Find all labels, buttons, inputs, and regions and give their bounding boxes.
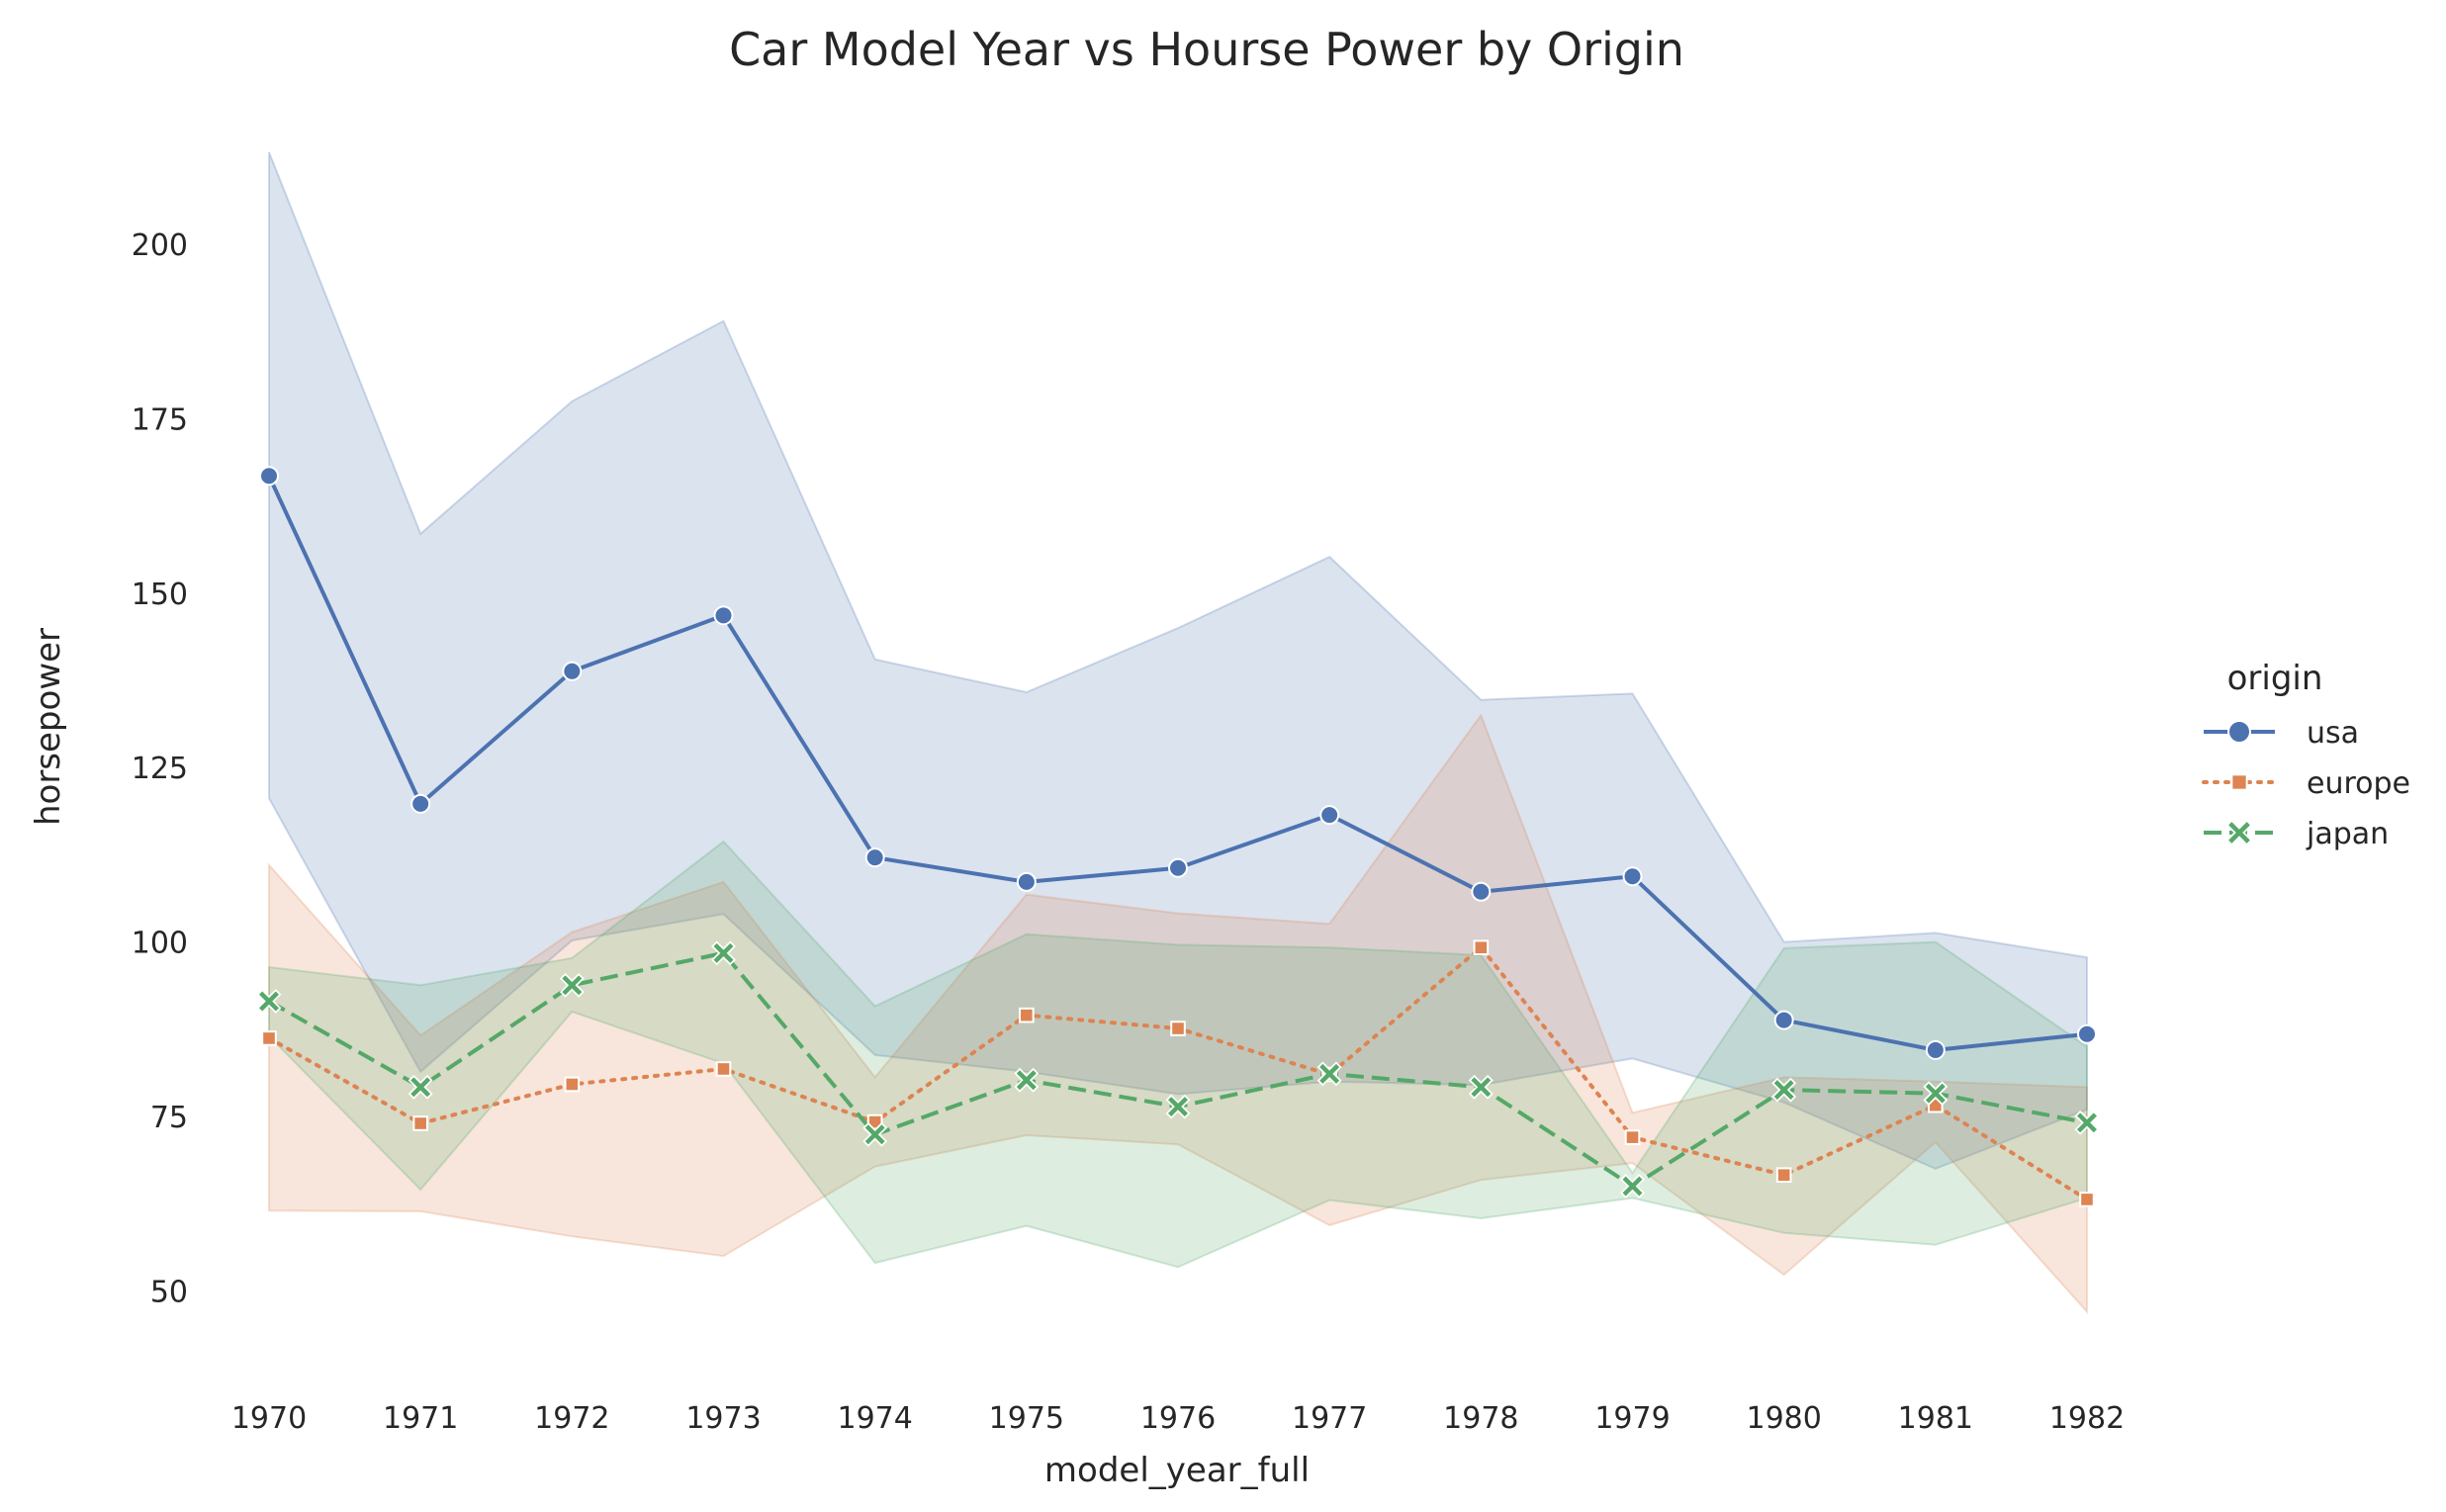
point-europe-1982: [2079, 1192, 2095, 1207]
point-europe-1976: [1170, 1021, 1186, 1036]
legend-items: usa europe japan: [2202, 716, 2410, 851]
point-usa-1971: [410, 793, 431, 814]
legend-marker: [2227, 720, 2251, 744]
point-japan-1980: [1771, 1077, 1797, 1103]
point-europe-1975: [1019, 1007, 1035, 1023]
point-japan-1975: [1014, 1067, 1040, 1093]
legend-item-usa: usa: [2204, 716, 2359, 751]
point-japan-1976: [1165, 1094, 1191, 1119]
point-japan-1970: [256, 989, 282, 1014]
point-usa-1972: [562, 661, 583, 681]
band-usa: [268, 151, 2088, 1170]
x-tick-label: 1972: [534, 1401, 609, 1436]
legend-label: japan: [2306, 817, 2389, 851]
band-europe: [268, 713, 2088, 1315]
x-tick-label: 1980: [1746, 1401, 1821, 1436]
series-markers: [256, 466, 2100, 1207]
point-japan-1972: [559, 972, 585, 998]
point-usa-1982: [2077, 1023, 2097, 1044]
point-usa-1979: [1622, 866, 1643, 887]
point-japan-1974: [862, 1121, 888, 1147]
y-tick-label: 150: [132, 578, 188, 612]
legend: origin usa europe japan: [2202, 659, 2410, 851]
y-tick-label: 125: [132, 752, 188, 786]
y-axis-ticks: 50 75 100 125 150 175 200: [132, 228, 188, 1309]
legend-label: usa: [2307, 716, 2359, 751]
y-tick-label: 175: [132, 402, 188, 437]
x-tick-label: 1974: [837, 1401, 912, 1436]
legend-label: europe: [2307, 766, 2410, 801]
point-europe-1970: [261, 1030, 277, 1046]
point-europe-1979: [1624, 1129, 1641, 1145]
point-usa-1975: [1016, 871, 1037, 892]
chart-title: Car Model Year vs Hourse Power by Origin: [729, 23, 1684, 76]
legend-item-europe: europe: [2202, 766, 2410, 801]
x-axis-label: model_year_full: [1044, 1451, 1310, 1490]
x-tick-label: 1978: [1443, 1401, 1518, 1436]
point-europe-1980: [1775, 1167, 1792, 1184]
y-tick-label: 50: [150, 1275, 188, 1309]
point-japan-1982: [2074, 1110, 2100, 1135]
x-axis-ticks: 1970 1971 1972 1973 1974 1975 1976 1977 1978 1979…: [231, 1401, 2125, 1436]
x-tick-label: 1973: [685, 1401, 761, 1436]
confidence-bands: [268, 151, 2088, 1315]
point-japan-1981: [1923, 1081, 1948, 1107]
legend-marker: [2230, 773, 2248, 791]
legend-title: origin: [2227, 659, 2323, 698]
x-tick-label: 1982: [2049, 1401, 2125, 1436]
point-usa-1981: [1925, 1039, 1946, 1060]
point-europe-1973: [715, 1061, 732, 1077]
point-japan-1977: [1316, 1061, 1342, 1087]
point-japan-1978: [1468, 1074, 1494, 1100]
point-usa-1980: [1773, 1010, 1794, 1030]
y-tick-label: 75: [150, 1101, 188, 1135]
point-japan-1971: [408, 1074, 433, 1100]
y-tick-label: 100: [132, 927, 188, 961]
point-usa-1977: [1319, 805, 1340, 826]
point-usa-1970: [259, 466, 279, 487]
point-japan-1973: [711, 940, 736, 966]
x-tick-label: 1977: [1292, 1401, 1367, 1436]
point-usa-1976: [1168, 857, 1188, 878]
point-europe-1972: [564, 1076, 581, 1093]
point-usa-1978: [1471, 881, 1492, 902]
legend-marker: [2225, 819, 2253, 846]
x-tick-label: 1975: [989, 1401, 1064, 1436]
x-tick-label: 1979: [1594, 1401, 1670, 1436]
y-tick-label: 200: [132, 228, 188, 263]
x-tick-label: 1976: [1140, 1401, 1216, 1436]
point-europe-1971: [412, 1115, 428, 1131]
point-europe-1978: [1473, 939, 1490, 956]
y-axis-label: horsepower: [29, 628, 68, 826]
point-japan-1979: [1620, 1174, 1645, 1199]
point-europe-1974: [866, 1113, 883, 1130]
point-usa-1974: [864, 847, 885, 868]
x-tick-label: 1981: [1898, 1401, 1973, 1436]
x-tick-label: 1970: [231, 1401, 307, 1436]
legend-item-japan: japan: [2204, 817, 2389, 851]
x-tick-label: 1971: [383, 1401, 458, 1436]
point-usa-1973: [713, 605, 734, 626]
